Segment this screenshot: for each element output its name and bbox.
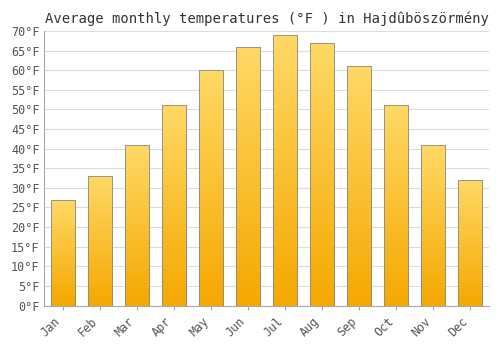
- Bar: [273, 35, 297, 306]
- Bar: [162, 105, 186, 306]
- Title: Average monthly temperatures (°F ) in Hajdûböszörmény: Average monthly temperatures (°F ) in Ha…: [44, 11, 488, 26]
- Bar: [422, 145, 446, 306]
- Bar: [199, 70, 223, 306]
- Bar: [310, 43, 334, 306]
- Bar: [51, 199, 75, 306]
- Bar: [458, 180, 482, 306]
- Bar: [125, 145, 149, 306]
- Bar: [88, 176, 112, 306]
- Bar: [236, 47, 260, 306]
- Bar: [347, 66, 372, 306]
- Bar: [384, 105, 408, 306]
